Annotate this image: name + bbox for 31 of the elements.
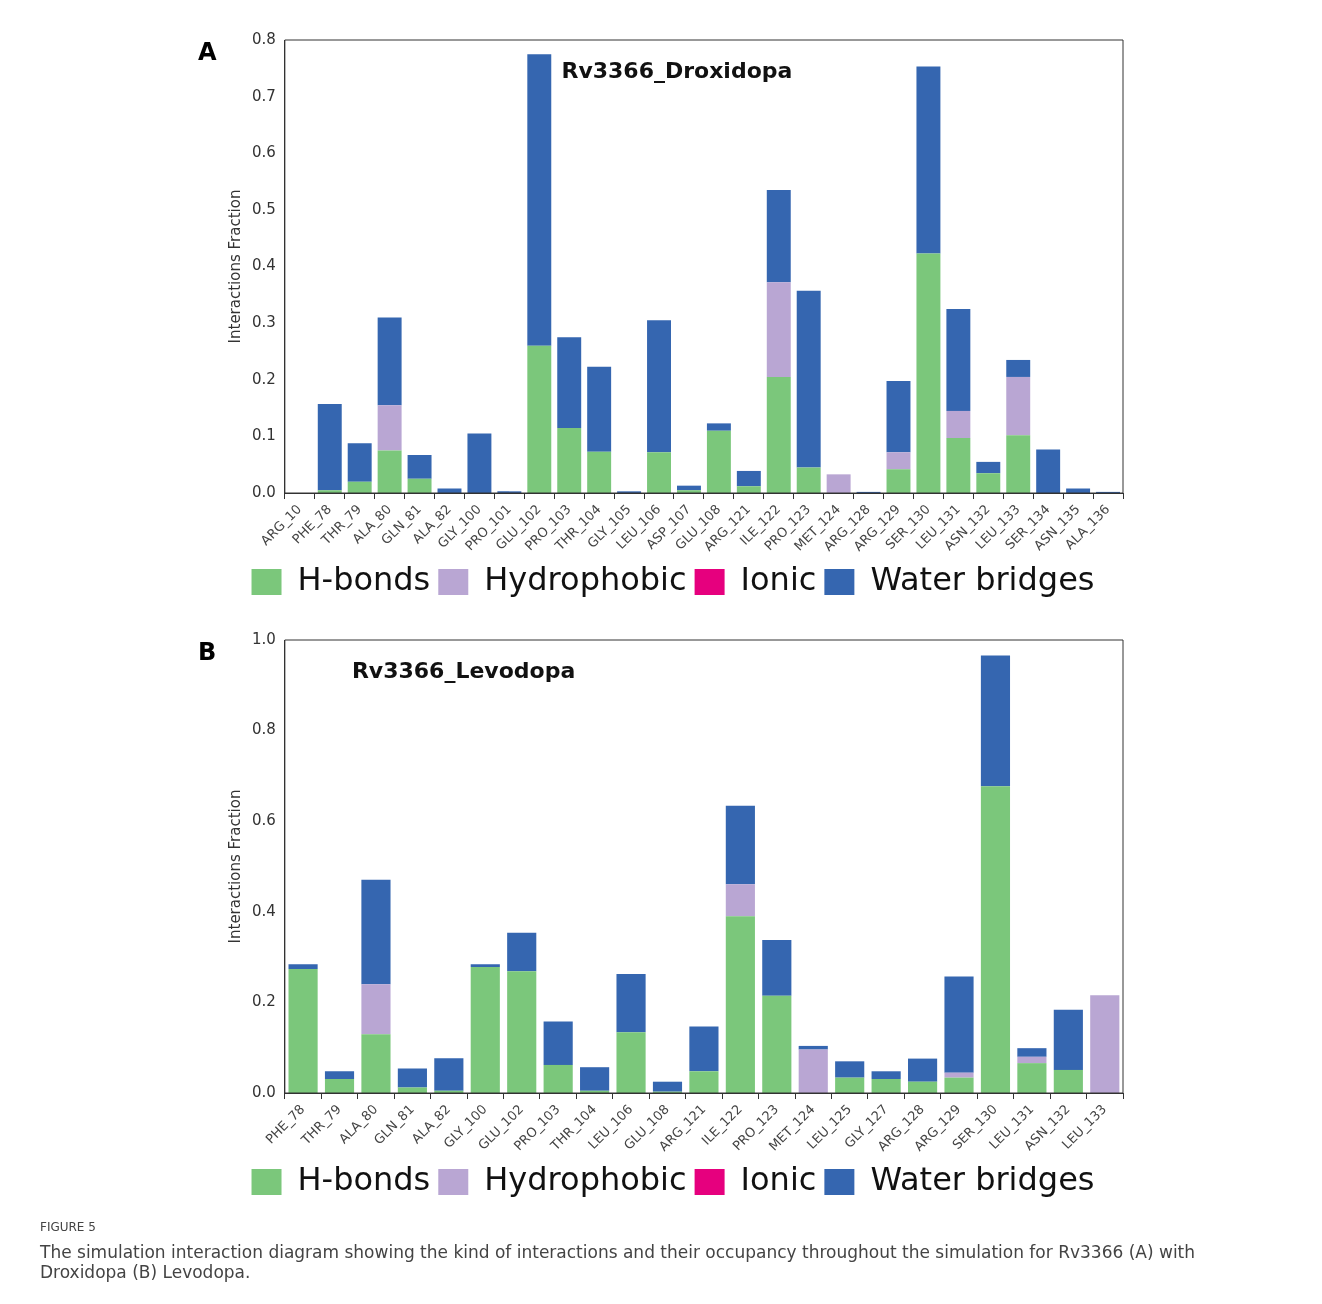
- legend-label: Ionic: [740, 1160, 817, 1199]
- y-tick-label: 0.8: [252, 29, 276, 48]
- text: Rv3366_Droxidopa: [561, 57, 793, 83]
- caption: FIGURE 5: [40, 1220, 97, 1234]
- y-axis-title: Interactions Fraction: [225, 789, 244, 944]
- y-axis-title: Interactions Fraction: [225, 189, 244, 344]
- y-tick-label: 0.0: [252, 1082, 276, 1101]
- legend-label: Water bridges: [870, 1160, 1095, 1199]
- text: B: [198, 638, 217, 666]
- legend-label: H-bonds: [297, 560, 431, 599]
- text: Rv3366_Levodopa: [351, 657, 576, 683]
- legend-label: Hydrophobic: [484, 560, 687, 599]
- y-tick-label: 0.6: [252, 143, 276, 162]
- y-tick-label: 0.4: [252, 901, 276, 920]
- legend-label: Water bridges: [870, 560, 1095, 599]
- y-tick-label: 0.6: [252, 811, 276, 830]
- legend-label: H-bonds: [297, 1160, 431, 1199]
- y-tick-label: 0.8: [252, 720, 276, 739]
- y-tick-label: 0.7: [252, 86, 276, 105]
- text: A: [198, 38, 217, 66]
- y-tick-label: 0.2: [252, 369, 276, 388]
- legend-label: Hydrophobic: [484, 1160, 687, 1199]
- y-tick-label: 0.5: [252, 199, 276, 218]
- y-tick-label: 0.2: [252, 992, 276, 1011]
- y-tick-label: 1.0: [252, 629, 276, 648]
- y-tick-label: 0.3: [252, 313, 276, 332]
- legend-label: Ionic: [740, 560, 817, 599]
- y-tick-label: 0.0: [252, 482, 276, 501]
- text: The simulation interaction diagram showing the kind of interactions and their occupancy throughout the simulation for Rv3366 (A) with Droxidopa (B) Levodopa.: [40, 1242, 1197, 1282]
- y-tick-label: 0.1: [252, 426, 276, 445]
- y-tick-label: 0.4: [252, 256, 276, 275]
